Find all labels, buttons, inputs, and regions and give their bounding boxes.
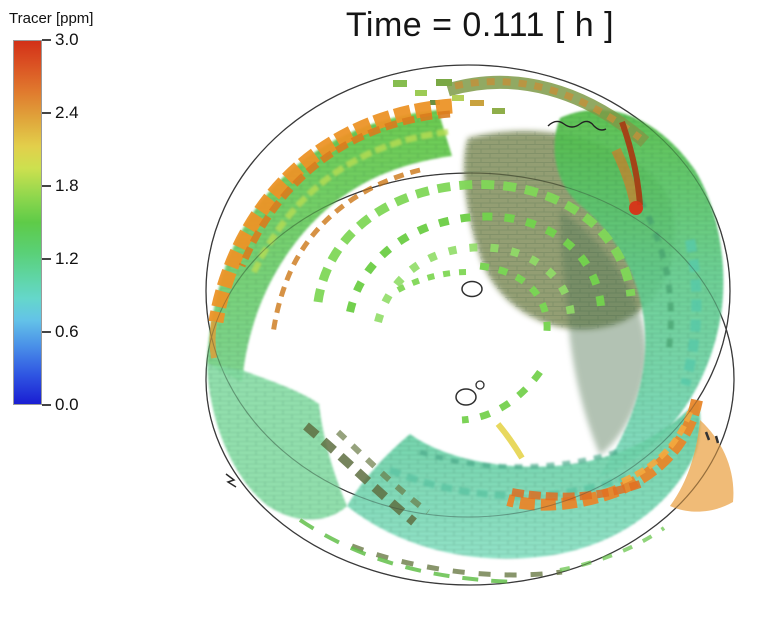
colorbar-label: Tracer [ppm] bbox=[9, 10, 94, 27]
colorbar-tick-label: 2.4 bbox=[55, 103, 79, 122]
upper-shaft-circle bbox=[461, 280, 483, 298]
lower-shaft-circle bbox=[455, 388, 477, 406]
colorbar-tick bbox=[42, 404, 51, 406]
tracer-bottom-band bbox=[347, 400, 701, 559]
colorbar-gradient bbox=[13, 40, 42, 405]
colorbar-tick bbox=[42, 185, 51, 187]
colorbar-tick bbox=[42, 258, 51, 260]
tracer-left-lower-mass bbox=[207, 364, 347, 520]
colorbar-tick-label: 3.0 bbox=[55, 30, 79, 49]
colorbar-tick-label: 0.6 bbox=[55, 322, 79, 341]
colorbar-tick-label: 1.2 bbox=[55, 249, 79, 268]
colorbar-tick-label: 1.8 bbox=[55, 176, 79, 195]
mesh-scribbles bbox=[225, 120, 720, 488]
tracer-right-band bbox=[554, 109, 724, 479]
colorbar-tick bbox=[42, 112, 51, 114]
tracer-swirl bbox=[207, 75, 734, 584]
small-probe-circle bbox=[475, 380, 485, 390]
tank-outline-overlay bbox=[205, 64, 735, 586]
3d-viewport[interactable] bbox=[130, 40, 768, 640]
tracer-ring-fragments bbox=[313, 180, 636, 424]
shaft-circles bbox=[455, 280, 485, 406]
colorbar-tick bbox=[42, 39, 51, 41]
colorbar-tick-label: 0.0 bbox=[55, 395, 79, 414]
tracer-bottom-left-streaks bbox=[298, 422, 666, 584]
tracer-left-band bbox=[207, 110, 452, 382]
time-title: Time = 0.111 [ h ] bbox=[345, 6, 615, 44]
colorbar-tick bbox=[42, 331, 51, 333]
